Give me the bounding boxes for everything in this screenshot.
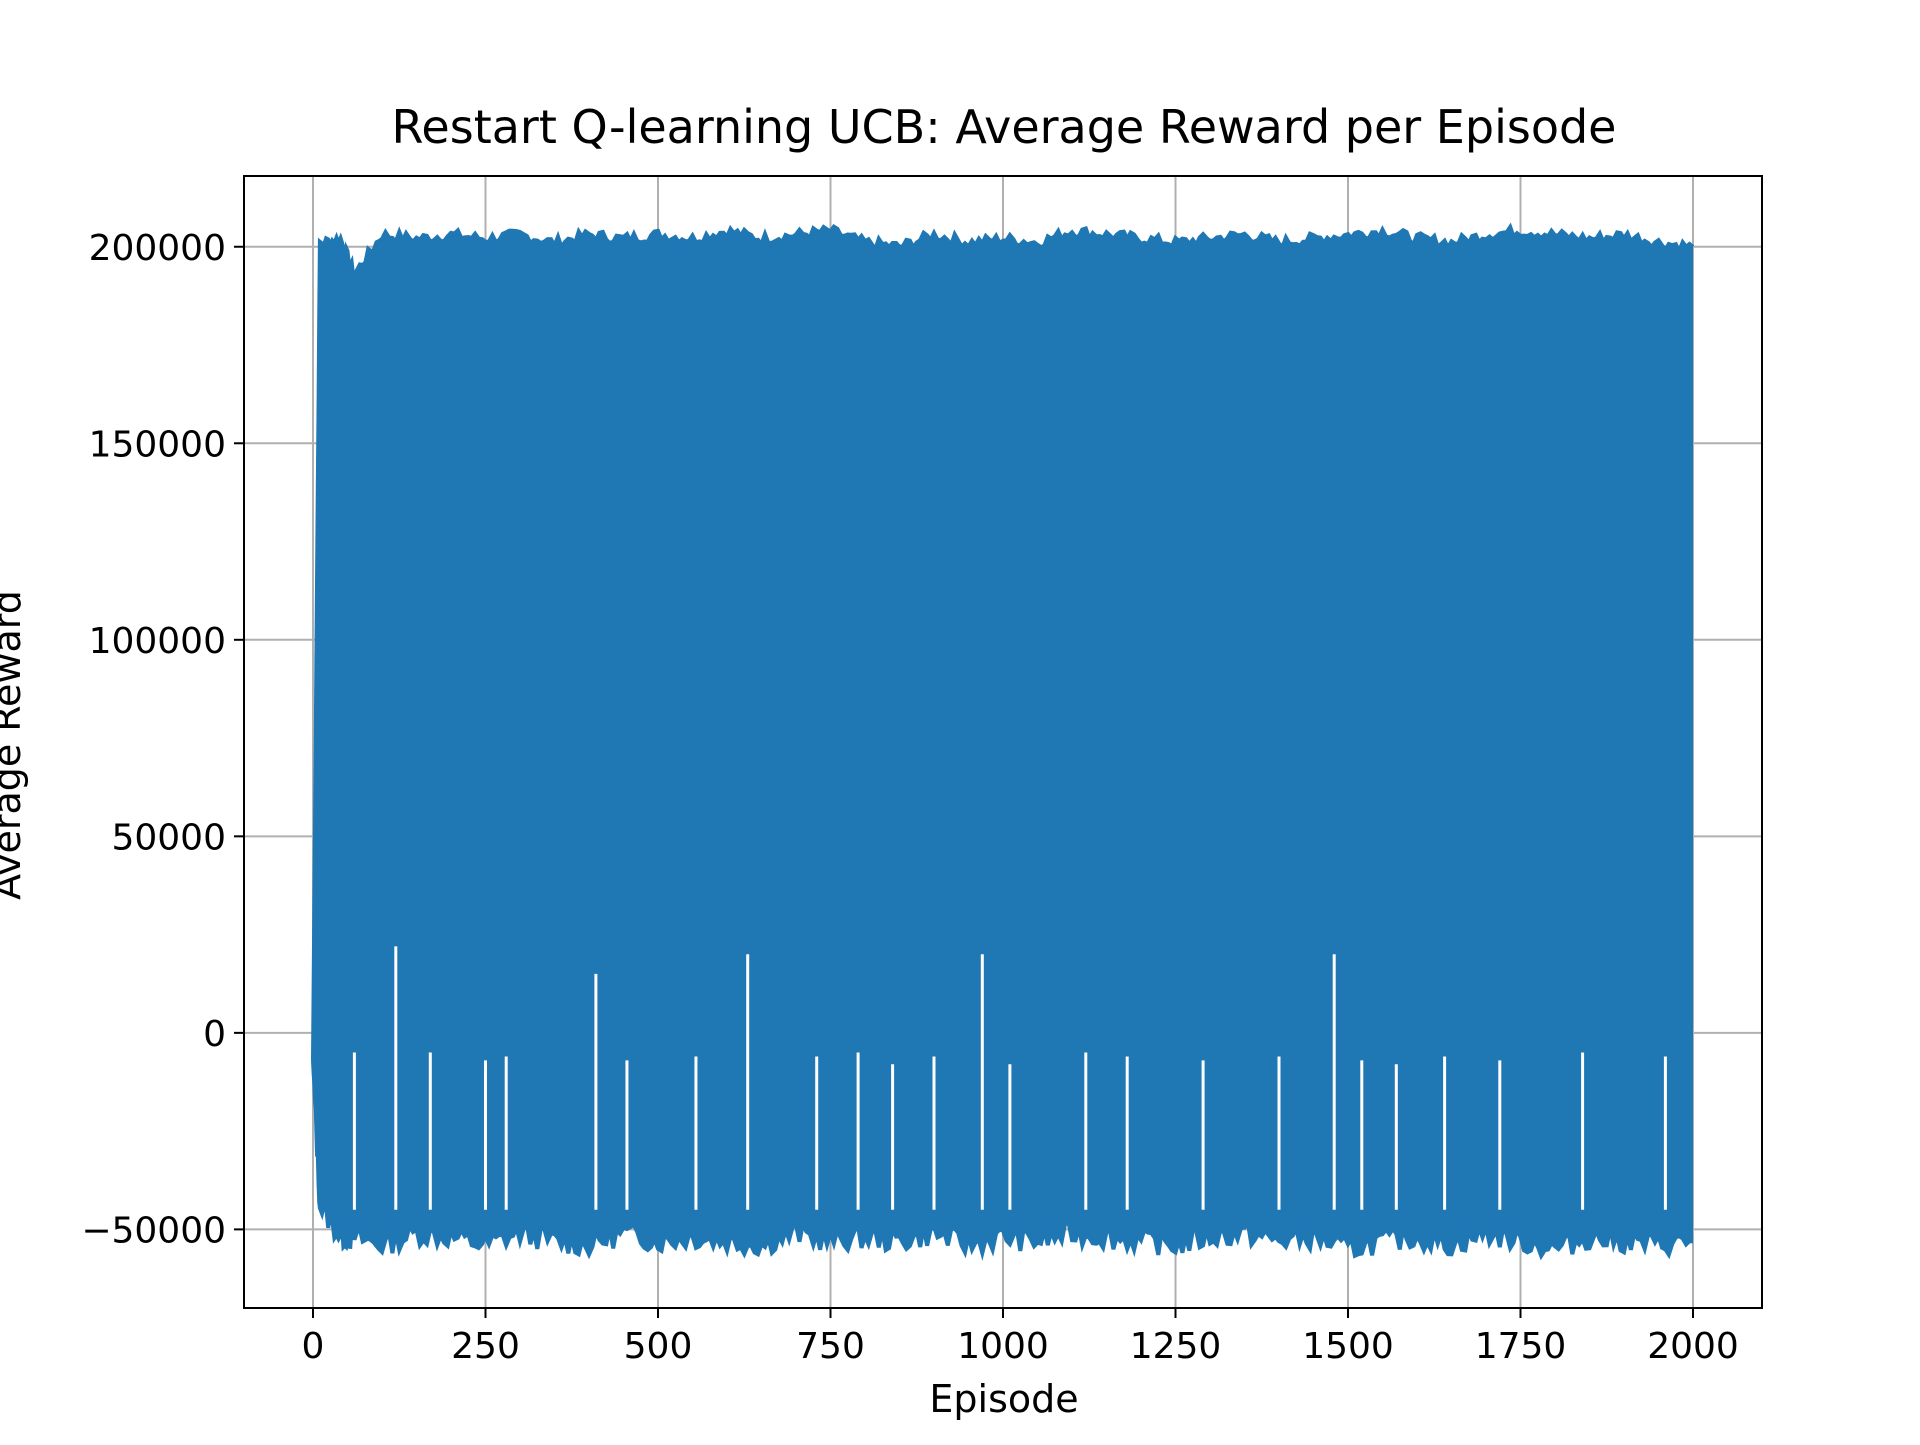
y-tick-label: 200000 xyxy=(89,228,226,269)
x-tick-label: 750 xyxy=(796,1326,865,1367)
x-tick-label: 1500 xyxy=(1302,1326,1394,1367)
x-tick-label: 1750 xyxy=(1475,1326,1567,1367)
x-axis-label: Episode xyxy=(929,1377,1078,1421)
y-tick-label: 50000 xyxy=(111,817,226,858)
x-tick-label: 500 xyxy=(624,1326,693,1367)
x-tick-label: 2000 xyxy=(1647,1326,1739,1367)
x-axis-ticks: 0 250 500 750 1000 1250 1500 1750 2000 xyxy=(302,1308,1739,1367)
series-dips xyxy=(352,946,1667,1210)
x-tick-label: 0 xyxy=(302,1326,325,1367)
y-axis-label: Average Reward xyxy=(0,590,29,900)
chart-title: Restart Q-learning UCB: Average Reward p… xyxy=(392,100,1617,154)
x-tick-label: 250 xyxy=(451,1326,520,1367)
y-tick-label: 100000 xyxy=(89,621,226,662)
y-tick-label: 150000 xyxy=(89,424,226,465)
series-fill xyxy=(313,226,1693,1256)
series-lower-line xyxy=(311,1060,1694,1261)
plot-area xyxy=(311,222,1695,1261)
x-tick-label: 1000 xyxy=(957,1326,1049,1367)
x-tick-label: 1250 xyxy=(1130,1326,1222,1367)
y-tick-label: 0 xyxy=(203,1014,226,1055)
series-upper-line xyxy=(311,222,1695,1061)
y-axis-ticks: −50000 0 50000 100000 150000 200000 xyxy=(81,228,244,1251)
y-tick-label: −50000 xyxy=(81,1210,226,1251)
